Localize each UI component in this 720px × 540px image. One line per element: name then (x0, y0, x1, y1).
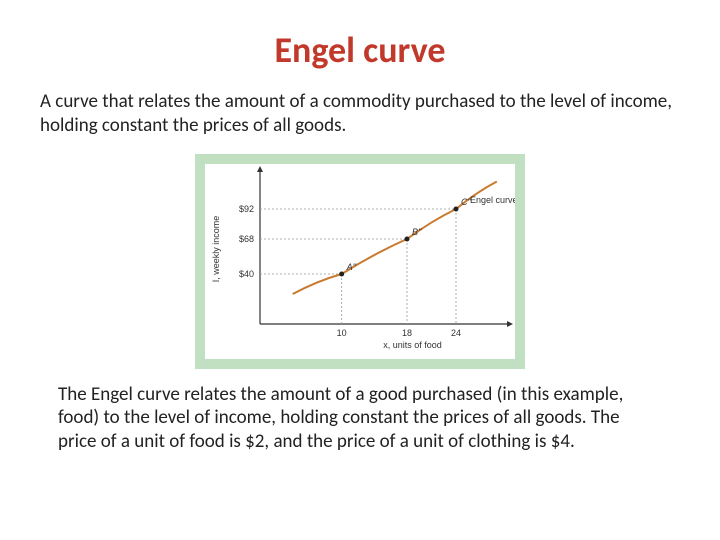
svg-text:$92: $92 (239, 204, 254, 214)
svg-text:Engel curve: Engel curve (470, 195, 515, 205)
engel-chart: $40$68$92101824A''B''C''Engel curveI, we… (205, 164, 515, 359)
svg-text:A'': A'' (346, 262, 357, 272)
svg-text:24: 24 (451, 328, 461, 338)
svg-text:B'': B'' (412, 227, 422, 237)
caption-paragraph: The Engel curve relates the amount of a … (40, 383, 680, 454)
intro-paragraph: A curve that relates the amount of a com… (40, 90, 680, 138)
svg-text:$68: $68 (239, 234, 254, 244)
svg-text:x, units of food: x, units of food (383, 340, 442, 350)
svg-text:18: 18 (402, 328, 412, 338)
page-title: Engel curve (40, 28, 680, 72)
svg-text:$40: $40 (239, 269, 254, 279)
chart-svg: $40$68$92101824A''B''C''Engel curveI, we… (205, 164, 515, 354)
chart-container: $40$68$92101824A''B''C''Engel curveI, we… (40, 154, 680, 369)
svg-text:10: 10 (337, 328, 347, 338)
svg-text:I, weekly income: I, weekly income (211, 215, 221, 282)
chart-border: $40$68$92101824A''B''C''Engel curveI, we… (195, 154, 525, 369)
